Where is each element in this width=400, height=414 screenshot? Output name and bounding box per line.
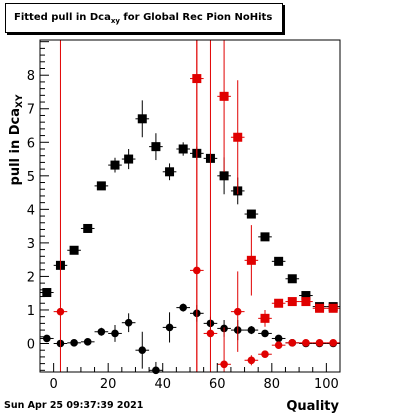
data-point-circle: [329, 339, 337, 347]
series-1: [40, 303, 340, 375]
data-point-circle: [206, 329, 215, 338]
data-point-circle: [97, 327, 106, 336]
data-point-circle: [43, 334, 51, 343]
data-point-square: [328, 303, 338, 313]
y-tick-label: 7: [27, 103, 35, 118]
data-point-square: [83, 223, 93, 233]
data-point-circle: [56, 307, 65, 316]
data-point-circle: [288, 339, 297, 347]
series-0: [40, 100, 340, 312]
data-point-square: [219, 91, 229, 101]
data-point-circle: [315, 339, 324, 347]
data-point-circle: [261, 329, 269, 338]
data-point-square: [124, 154, 134, 164]
data-point-square: [69, 245, 79, 255]
x-tick-label: 100: [314, 377, 339, 392]
y-tick-label: 2: [27, 270, 35, 285]
data-point-square: [301, 297, 311, 307]
x-axis-label: Quality: [286, 399, 339, 414]
y-axis-label: pull in DcaXY: [8, 94, 25, 185]
data-point-square: [260, 313, 270, 323]
chart-title-main: Fitted pull in Dca: [14, 12, 111, 23]
data-point-circle: [111, 329, 119, 338]
data-point-circle: [152, 366, 160, 375]
data-point-circle: [274, 334, 283, 343]
data-point-square: [233, 132, 243, 142]
data-point-square: [301, 291, 311, 301]
data-point-square: [165, 167, 175, 177]
data-point-circle: [83, 338, 92, 346]
data-point-circle: [220, 360, 228, 369]
data-point-square: [42, 288, 52, 298]
y-tick-label: 8: [27, 69, 35, 84]
data-point-circle: [233, 307, 242, 316]
data-point-square: [96, 181, 106, 191]
x-tick-label: 60: [209, 377, 226, 392]
data-point-square: [178, 144, 188, 154]
data-point-square: [274, 256, 284, 266]
y-tick-label: 3: [27, 237, 35, 252]
data-point-square: [260, 232, 270, 242]
data-point-circle: [138, 346, 147, 355]
data-point-circle: [302, 339, 310, 347]
y-tick-label: 5: [27, 170, 35, 185]
data-point-square: [287, 274, 297, 284]
chart-title: Fitted pull in Dcaxy for Global Rec Pion…: [14, 12, 272, 25]
data-point-square: [246, 255, 256, 265]
data-point-circle: [274, 341, 283, 349]
y-tick-label: 0: [27, 337, 35, 352]
data-point-square: [315, 303, 325, 313]
timestamp-footer: Sun Apr 25 09:37:39 2021: [4, 400, 144, 411]
x-tick-label: 80: [264, 377, 281, 392]
data-point-circle: [247, 326, 256, 334]
chart-title-box: Fitted pull in Dcaxy for Global Rec Pion…: [5, 3, 283, 33]
x-tick-label: 20: [100, 377, 117, 392]
data-point-square: [151, 142, 161, 152]
data-point-circle: [193, 266, 201, 275]
data-point-circle: [70, 339, 78, 347]
data-point-circle: [124, 318, 133, 327]
plot-frame: [39, 39, 341, 373]
data-point-square: [219, 171, 229, 181]
data-point-square: [287, 297, 297, 307]
data-point-square: [110, 160, 120, 170]
series-3: [53, 40, 340, 372]
data-point-circle: [179, 303, 187, 312]
data-point-circle: [247, 356, 256, 365]
y-tick-label: 4: [27, 203, 35, 218]
data-point-circle: [261, 350, 269, 359]
data-point-square: [137, 114, 147, 124]
y-axis-label-sub: XY: [15, 94, 25, 108]
y-tick-label: 6: [27, 136, 35, 151]
x-tick-label: 0: [49, 377, 57, 392]
data-point-square: [274, 298, 284, 308]
chart-title-rest: for Global Rec Pion NoHits: [119, 12, 273, 23]
data-point-square: [246, 209, 256, 219]
chart-title-subscript: xy: [110, 17, 120, 25]
y-axis-label-main: pull in Dca: [8, 108, 23, 186]
data-point-circle: [165, 323, 174, 332]
y-tick-label: 1: [27, 304, 35, 319]
x-tick-label: 40: [154, 377, 171, 392]
